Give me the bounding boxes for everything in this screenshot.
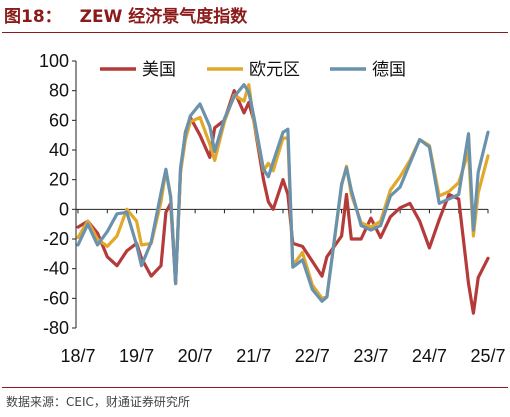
- x-tick-label: 24/7: [412, 346, 447, 366]
- x-tick-label: 21/7: [236, 346, 271, 366]
- x-tick-label: 19/7: [119, 346, 154, 366]
- x-tick-label: 25/7: [470, 346, 505, 366]
- y-tick-label: 60: [49, 110, 69, 130]
- title-rule: [2, 32, 508, 33]
- x-tick-label: 20/7: [178, 346, 213, 366]
- y-tick-label: 20: [49, 170, 69, 190]
- y-tick-label: 80: [49, 81, 69, 101]
- series-line-2: [76, 83, 490, 303]
- y-tick-label: -80: [43, 318, 69, 338]
- legend-label-2: 德国: [372, 60, 406, 80]
- y-tick-label: -20: [43, 229, 69, 249]
- series-layer: [76, 83, 490, 315]
- figure-title-text: ZEW 经济景气度指数: [79, 7, 248, 27]
- x-axis: 18/7 19/7 20/7 21/7 22/7 23/7 24/7 25/7: [60, 208, 506, 366]
- y-tick-label: 100: [39, 51, 69, 71]
- y-tick-label: 0: [59, 199, 69, 219]
- y-tick-label: -40: [43, 259, 69, 279]
- y-tick-label: 40: [49, 140, 69, 160]
- legend: 美国 欧元区 德国: [100, 60, 406, 80]
- y-axis: -80 -60 -40 -20 0 20 40 60 80 100: [39, 51, 77, 338]
- legend-label-1: 欧元区: [249, 60, 300, 80]
- source-note: 数据来源：CEIC，财通证券研究所: [6, 395, 190, 409]
- y-tick-label: -60: [43, 288, 69, 308]
- figure-title: 图18： ZEW 经济景气度指数: [4, 4, 247, 30]
- x-tick-label: 18/7: [60, 346, 95, 366]
- legend-label-0: 美国: [142, 60, 176, 80]
- series-line-1: [76, 83, 490, 300]
- figure-number: 图18：: [4, 7, 62, 27]
- x-tick-label: 23/7: [353, 346, 388, 366]
- source-rule: [2, 387, 508, 388]
- series-line-0: [76, 89, 490, 315]
- x-tick-label: 22/7: [295, 346, 330, 366]
